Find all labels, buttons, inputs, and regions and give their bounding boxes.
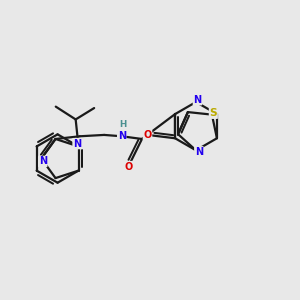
Text: N: N — [118, 131, 126, 141]
Text: S: S — [209, 108, 217, 118]
Text: N: N — [73, 139, 81, 148]
Text: N: N — [194, 95, 202, 105]
Text: O: O — [124, 162, 133, 172]
Text: H: H — [119, 120, 127, 129]
Text: O: O — [143, 130, 152, 140]
Text: N: N — [39, 156, 47, 167]
Text: N: N — [195, 147, 203, 157]
